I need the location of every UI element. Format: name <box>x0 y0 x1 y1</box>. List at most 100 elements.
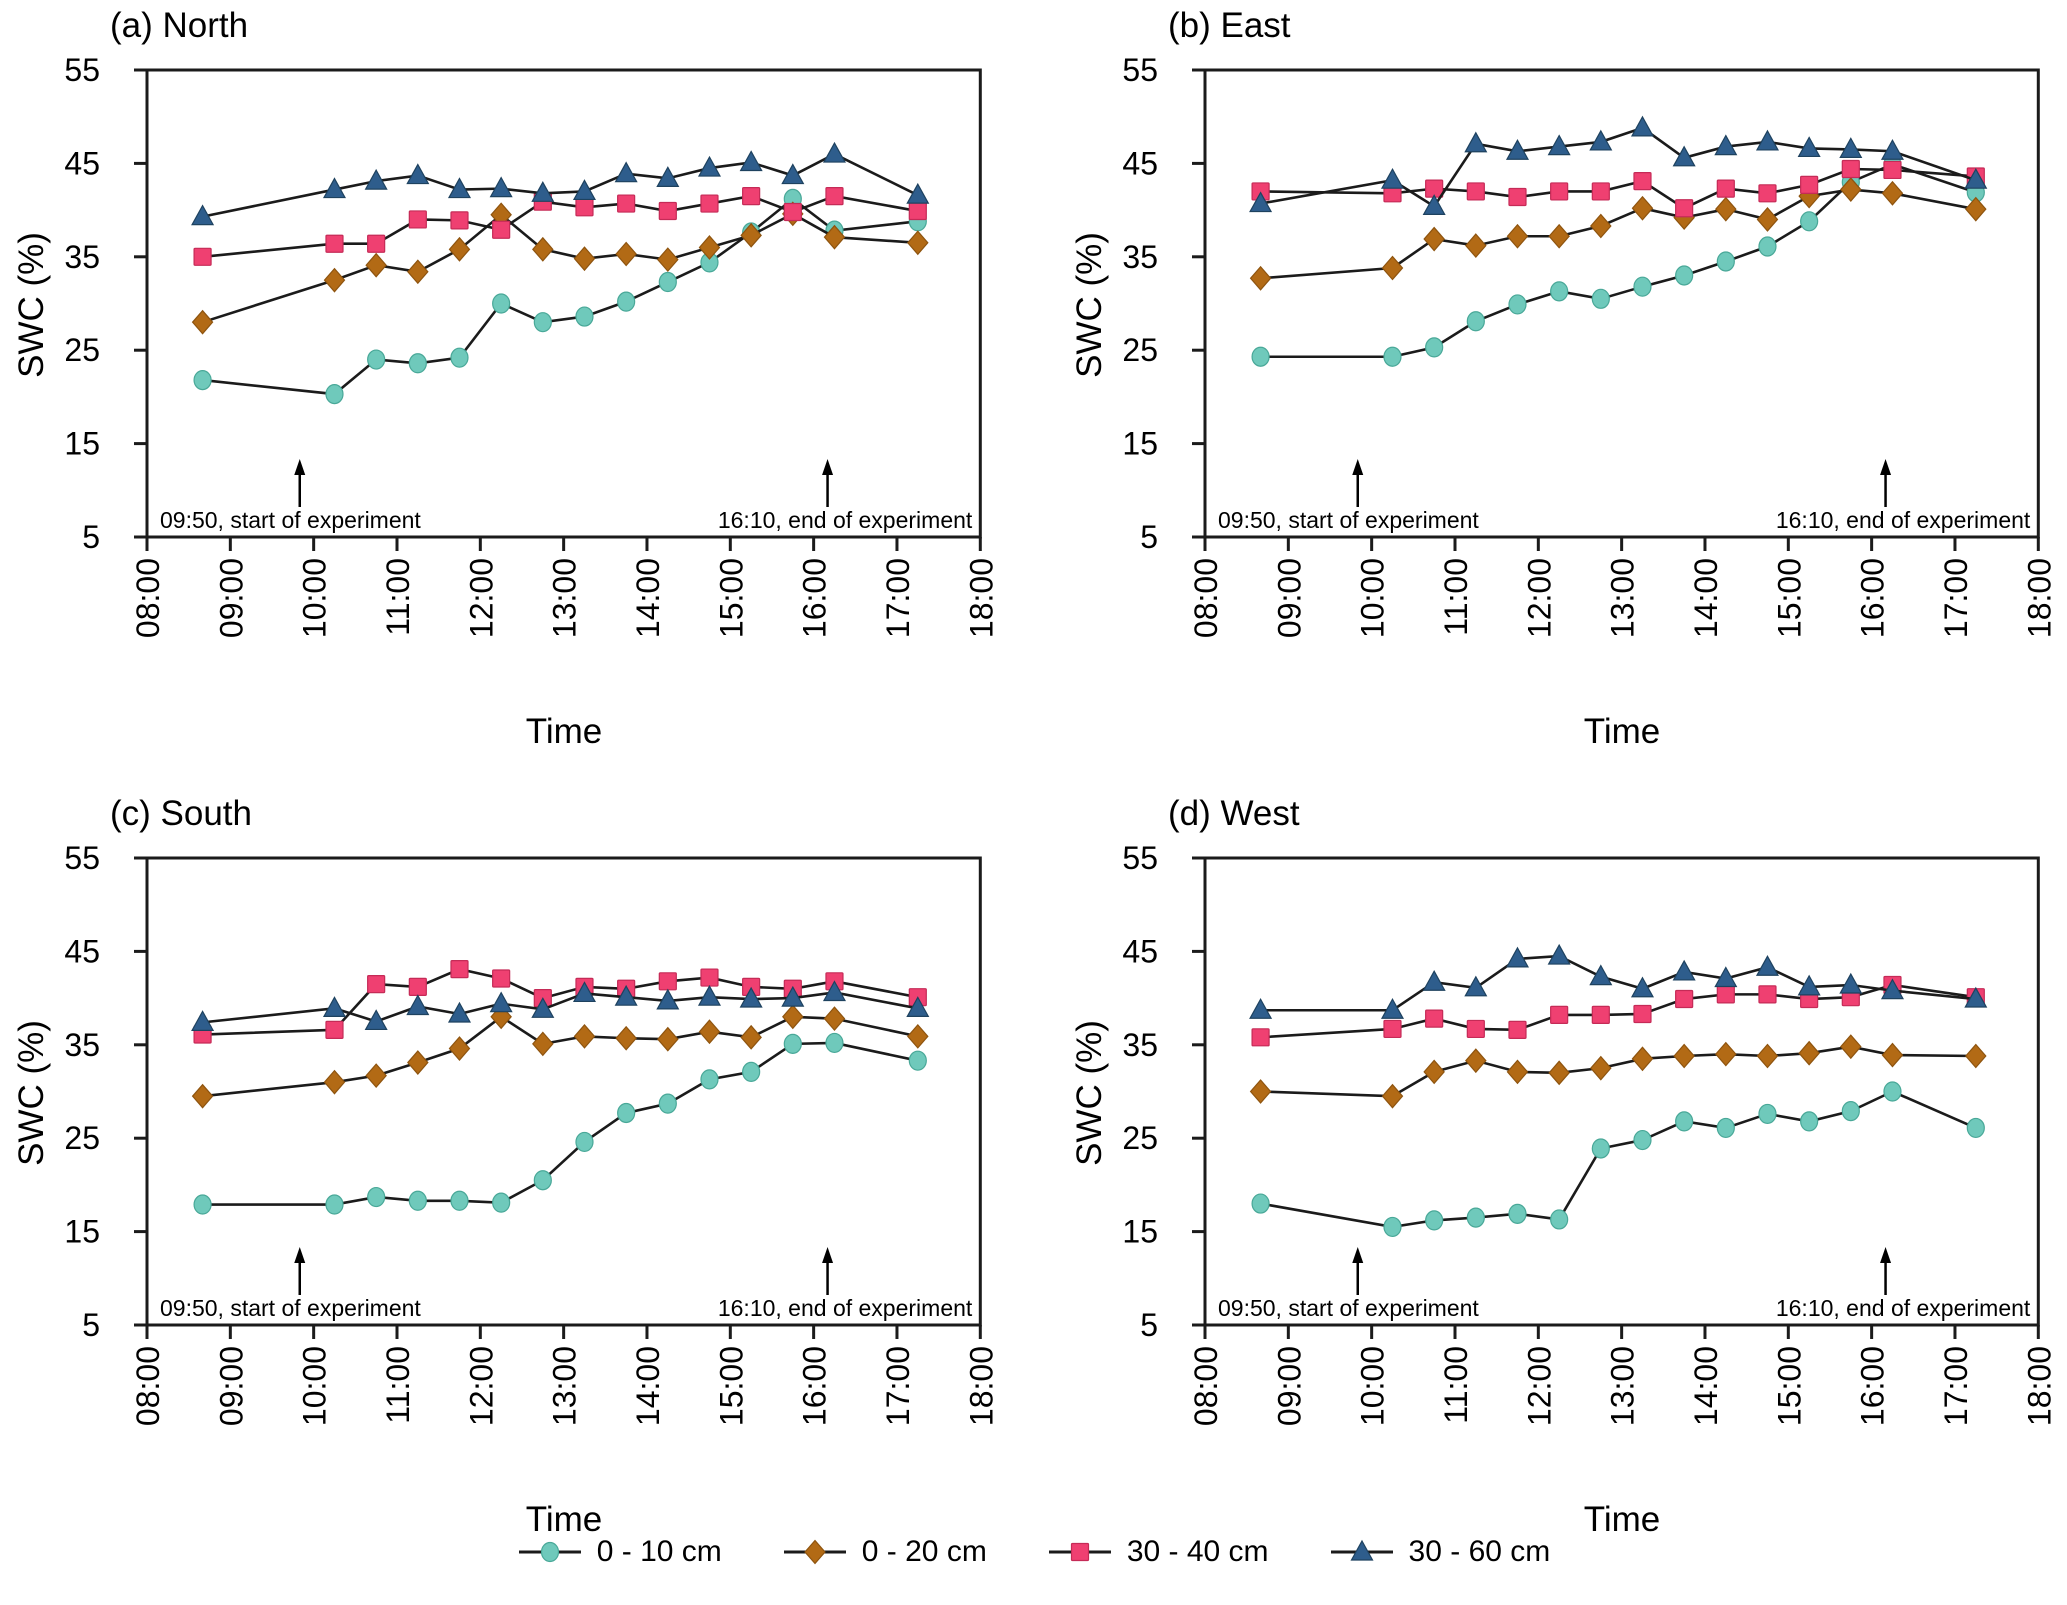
series-line-30-60-cm <box>1260 954 1976 1012</box>
y-tick-label: 25 <box>1122 332 1158 368</box>
data-point-30-40-cm <box>325 234 344 253</box>
data-point-30-60-cm <box>697 984 721 1006</box>
x-axis-label: Time <box>525 712 603 751</box>
x-tick-label: 14:00 <box>630 1346 666 1426</box>
data-point-30-40-cm <box>1466 182 1485 201</box>
data-point-0-10-cm <box>1758 1103 1777 1125</box>
x-tick-label: 17:00 <box>880 1346 916 1426</box>
data-point-30-60-cm <box>447 177 472 199</box>
x-tick-label: 13:00 <box>547 1346 583 1426</box>
data-point-30-60-cm <box>1380 167 1405 189</box>
data-point-0-10-cm <box>408 1190 427 1211</box>
x-tick-label: 18:00 <box>963 558 999 638</box>
data-point-0-20-cm <box>740 222 762 248</box>
data-point-0-20-cm <box>1631 195 1654 221</box>
data-point-0-20-cm <box>1631 1046 1654 1072</box>
x-tick-label: 17:00 <box>1938 558 1974 638</box>
plot-box <box>1203 68 2040 539</box>
data-point-0-10-cm <box>1425 337 1444 358</box>
data-point-0-20-cm <box>448 236 471 262</box>
data-point-30-40-cm <box>450 960 469 979</box>
square-marker-icon <box>1048 1542 1111 1562</box>
x-axis-label: Time <box>1583 1500 1661 1539</box>
data-point-0-20-cm <box>1423 226 1445 252</box>
chart-panel-south: (c) South SWC (%) 5 15 25 35 45 55 08:00 09:00 1… <box>0 788 1009 1548</box>
x-tick-label: 16:00 <box>1855 558 1891 638</box>
data-point-30-40-cm <box>193 247 212 266</box>
data-point-0-20-cm <box>573 246 596 272</box>
data-point-0-10-cm <box>533 312 552 333</box>
data-point-30-60-cm <box>1797 136 1821 158</box>
data-point-30-40-cm <box>1425 1009 1444 1028</box>
data-point-0-10-cm <box>1508 1203 1527 1224</box>
y-tick-label: 15 <box>64 426 100 462</box>
plot-box <box>1203 856 2040 1327</box>
data-point-30-60-cm <box>1464 975 1488 997</box>
chart-panel-east: (b) East SWC (%) 5 15 25 35 45 55 08:00 09:00 10… <box>1058 0 2067 775</box>
data-point-30-40-cm <box>1550 1005 1569 1025</box>
x-axis-label: Time <box>525 1500 603 1539</box>
x-tick-label: 16:00 <box>1855 1346 1891 1426</box>
data-point-30-60-cm <box>739 150 763 172</box>
data-point-0-10-cm <box>1251 1193 1270 1214</box>
y-tick-label: 45 <box>1122 933 1158 969</box>
plot-east: 5 15 25 35 45 55 08:00 09:00 10:00 11:00 12:00 13:0… <box>1122 52 2057 638</box>
plot-west: 5 15 25 35 45 55 08:00 09:00 10:00 11:00 12:00 13:0… <box>1122 840 2057 1426</box>
data-point-0-10-cm <box>1251 346 1270 367</box>
chart-panel-west: (d) West SWC (%) 5 15 25 35 45 55 08:00 09:00 10… <box>1058 788 2067 1548</box>
data-point-0-10-cm <box>193 369 212 391</box>
x-tick-label: 14:00 <box>1688 558 1724 638</box>
x-tick-label: 11:00 <box>380 558 416 636</box>
data-point-0-20-cm <box>698 235 721 260</box>
data-point-30-60-cm <box>1755 955 1779 976</box>
data-point-0-20-cm <box>323 1069 346 1095</box>
x-tick-label: 15:00 <box>1771 1346 1807 1426</box>
data-point-30-60-cm <box>656 166 680 187</box>
data-point-30-60-cm <box>489 991 513 1013</box>
data-point-0-10-cm <box>1675 265 1694 286</box>
data-point-30-60-cm <box>1249 998 1273 1019</box>
x-tick-label: 11:00 <box>1438 558 1474 636</box>
y-tick-label: 5 <box>82 1307 100 1343</box>
data-point-0-20-cm <box>1965 1043 1987 1069</box>
data-point-0-20-cm <box>1881 1042 1904 1068</box>
data-point-0-10-cm <box>825 1032 844 1054</box>
data-point-0-20-cm <box>573 1023 596 1049</box>
data-point-0-10-cm <box>533 1170 552 1191</box>
data-point-30-60-cm <box>1672 145 1696 167</box>
annotation-label: 16:10, end of experiment <box>1776 507 2031 533</box>
annotation-label: 09:50, start of experiment <box>1218 507 1479 533</box>
data-point-30-40-cm <box>658 201 677 221</box>
data-point-0-20-cm <box>698 1019 721 1045</box>
data-point-30-40-cm <box>700 194 719 213</box>
data-point-30-40-cm <box>1466 1019 1485 1039</box>
legend-item-0-10-cm: 0 - 10 cm <box>517 1534 722 1570</box>
data-point-30-40-cm <box>1251 1028 1270 1047</box>
data-point-0-20-cm <box>1381 255 1404 281</box>
data-point-30-60-cm <box>572 981 596 1003</box>
data-point-0-20-cm <box>1715 196 1737 222</box>
legend: 0 - 10 cm 0 - 20 cm 30 - 40 cm 30 - 60 cm <box>0 1534 2067 1570</box>
data-point-0-10-cm <box>617 291 636 312</box>
series-line-30-40-cm <box>202 194 919 259</box>
data-point-0-10-cm <box>492 293 511 314</box>
series-line-0-20-cm <box>1260 188 1977 280</box>
data-point-0-10-cm <box>325 1194 344 1215</box>
data-point-30-60-cm <box>191 204 215 226</box>
data-point-0-20-cm <box>1423 1059 1445 1085</box>
data-point-0-10-cm <box>1383 1216 1402 1238</box>
data-point-0-20-cm <box>1381 1083 1404 1109</box>
data-point-30-40-cm <box>1800 175 1819 194</box>
data-point-30-60-cm <box>1672 959 1696 981</box>
data-point-30-40-cm <box>783 202 802 222</box>
legend-item-label: 0 - 10 cm <box>596 1535 722 1568</box>
data-point-30-60-cm <box>406 163 430 185</box>
triangle-marker-icon <box>1330 1539 1393 1561</box>
data-point-30-60-cm <box>1422 969 1446 991</box>
data-point-0-20-cm <box>657 247 679 273</box>
data-point-0-10-cm <box>1383 346 1402 367</box>
x-axis-label: Time <box>1583 712 1661 751</box>
data-point-30-60-cm <box>364 1009 388 1031</box>
data-point-30-40-cm <box>1508 187 1527 207</box>
legend-marker-0-20-cm <box>803 1539 826 1565</box>
